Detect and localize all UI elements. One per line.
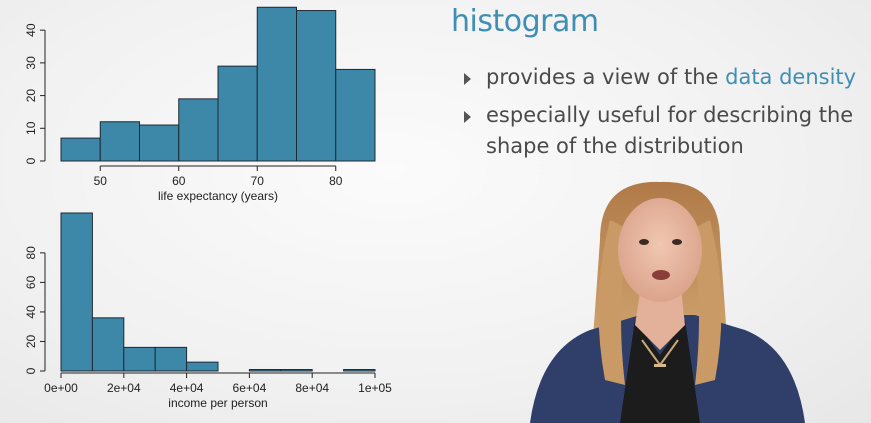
y-tick-label: 0 [24, 367, 38, 374]
bullet-arrow-icon [464, 111, 471, 123]
y-tick-label: 80 [24, 246, 38, 260]
x-tick-label: 4e+04 [170, 381, 204, 395]
y-tick-label: 40 [24, 23, 38, 37]
histogram-bar [123, 346, 156, 372]
x-tick-label: 1e+05 [358, 381, 392, 395]
slide-title: histogram [451, 4, 599, 39]
histogram-bar [280, 369, 313, 372]
x-tick-label: 60 [172, 174, 186, 188]
y-tick-label: 0 [24, 157, 38, 164]
histogram-bar [178, 98, 219, 162]
x-tick-label: 80 [329, 174, 343, 188]
x-tick-label: 0e+00 [44, 381, 78, 395]
histogram-bar [335, 68, 376, 162]
histogram-bar [217, 65, 258, 162]
histogram-bar [99, 121, 140, 162]
histogram-bar [248, 369, 282, 372]
bullet-highlight: data density [725, 65, 857, 89]
histogram-bar [60, 212, 93, 372]
y-tick-label: 20 [24, 334, 38, 348]
bullet-text: especially useful for describing the sha… [486, 103, 854, 158]
x-tick-label: 8e+04 [295, 381, 329, 395]
x-axis-label: income per person [168, 396, 267, 410]
histogram-bar [91, 317, 125, 372]
x-tick-label: 6e+04 [233, 381, 267, 395]
y-tick-label: 40 [24, 305, 38, 319]
histogram-bar [139, 124, 180, 162]
x-tick-label: 50 [94, 174, 108, 188]
histogram-bar [343, 369, 376, 372]
bullet-text: provides a view of the [486, 65, 726, 89]
bullet-list: provides a view of the data density espe… [462, 62, 862, 169]
y-tick-label: 60 [24, 275, 38, 289]
x-axis-label: life expectancy (years) [158, 189, 278, 203]
histogram-bar [154, 346, 188, 372]
y-tick-label: 20 [24, 89, 38, 103]
x-tick-label: 2e+04 [107, 381, 141, 395]
y-tick-label: 30 [24, 56, 38, 70]
histogram-bar [256, 6, 297, 162]
y-tick-label: 10 [24, 121, 38, 135]
life-expectancy-histogram: 0 10 20 30 40 50 60 70 80 life expectancy (years) [24, 6, 376, 203]
x-tick-label: 70 [251, 174, 265, 188]
histogram-bar [296, 10, 337, 162]
histogram-bar [186, 361, 219, 372]
bullet-arrow-icon [464, 73, 471, 85]
presenter-video [530, 181, 805, 423]
income-histogram: 0 20 40 60 80 0e+00 2e+04 4e+04 6e+04 8e+04 1e+05 i… [24, 212, 392, 410]
histogram-bar [60, 137, 101, 162]
bullet-item-shape: especially useful for describing the sha… [462, 100, 862, 162]
bullet-item-data-density: provides a view of the data density [462, 62, 862, 93]
